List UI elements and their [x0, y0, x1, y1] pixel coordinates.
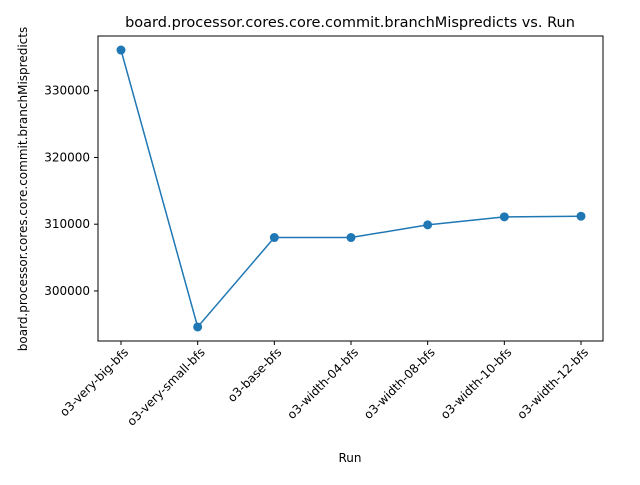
data-point [423, 220, 433, 230]
plot-area-frame [97, 35, 604, 342]
data-point [576, 211, 586, 221]
chart-title: board.processor.cores.core.commit.branch… [125, 15, 575, 31]
x-tick-label: o3-width-12-bfs [514, 345, 591, 422]
series-layer [116, 45, 586, 332]
series-line [120, 49, 582, 329]
x-tick-label: o3-very-small-bfs [124, 345, 207, 428]
x-tick-label: o3-width-10-bfs [438, 345, 515, 422]
x-tick-label: o3-very-big-bfs [57, 345, 131, 419]
data-point [193, 322, 203, 332]
y-axis: 300000 310000 320000 330000 [44, 84, 98, 298]
y-tick-label: 310000 [44, 217, 90, 231]
x-tick-label: o3-width-04-bfs [284, 345, 361, 422]
data-point [269, 233, 279, 243]
data-point [499, 212, 509, 222]
y-tick-label: 320000 [44, 150, 90, 164]
x-axis-label: Run [338, 451, 361, 465]
x-tick-label: o3-base-bfs [225, 345, 285, 405]
x-tick-label: o3-width-08-bfs [361, 345, 438, 422]
y-axis-label: board.processor.cores.core.commit.branch… [16, 27, 30, 351]
data-point [346, 233, 356, 243]
data-point [116, 45, 126, 55]
y-tick-label: 300000 [44, 284, 90, 298]
y-tick-label: 330000 [44, 84, 90, 98]
